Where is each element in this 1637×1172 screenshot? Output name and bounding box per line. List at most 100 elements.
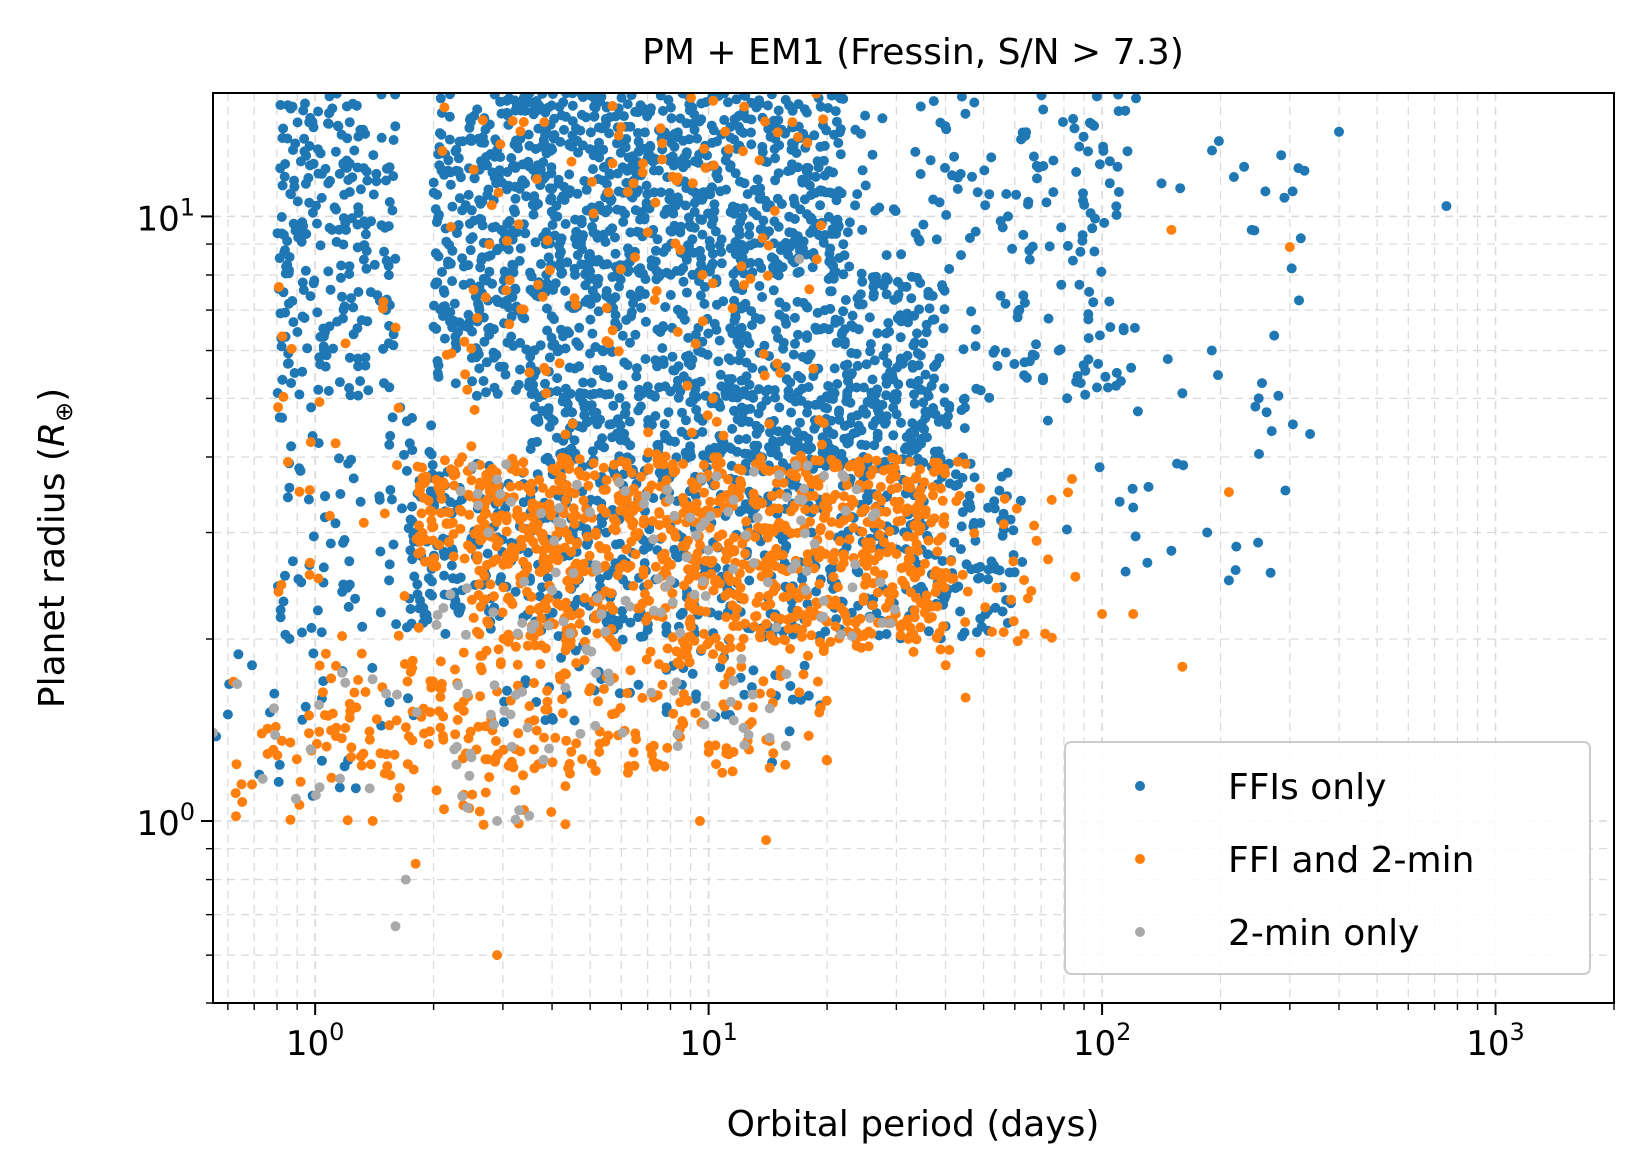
point-2-min-only (400, 874, 411, 885)
point-2-min-only (703, 545, 714, 556)
point-ffi-and-2-min (525, 486, 536, 497)
point-ffis-only (1295, 233, 1306, 244)
point-ffis-only (893, 379, 904, 390)
point-ffi-and-2-min (402, 759, 413, 770)
point-ffis-only (729, 208, 740, 219)
point-ffis-only (752, 174, 763, 185)
point-ffis-only (604, 128, 614, 139)
y-axis-label-subscript: ⊕ (50, 402, 78, 422)
point-ffi-and-2-min (812, 676, 823, 687)
point-ffis-only (770, 175, 781, 186)
point-ffis-only (915, 384, 926, 395)
point-ffis-only (323, 118, 334, 129)
point-ffis-only (754, 423, 765, 434)
point-ffi-and-2-min (407, 735, 418, 746)
point-ffis-only (604, 225, 615, 236)
point-ffi-and-2-min (560, 781, 571, 792)
point-ffis-only (1093, 358, 1104, 369)
point-ffi-and-2-min (612, 570, 623, 581)
point-ffi-and-2-min (317, 687, 328, 698)
point-ffi-and-2-min (560, 819, 571, 830)
point-ffis-only (729, 295, 740, 306)
point-ffis-only (1177, 388, 1188, 399)
point-ffis-only (964, 233, 975, 243)
point-ffis-only (898, 354, 909, 365)
point-ffi-and-2-min (946, 556, 956, 567)
point-ffi-and-2-min (692, 548, 703, 559)
point-ffis-only (316, 755, 327, 766)
point-ffi-and-2-min (468, 164, 479, 175)
point-ffis-only (464, 122, 475, 133)
point-2-min-only (781, 669, 792, 680)
point-2-min-only (592, 593, 603, 604)
point-ffis-only (276, 212, 287, 222)
point-ffis-only (300, 98, 310, 109)
point-ffis-only (620, 408, 631, 418)
point-ffi-and-2-min (561, 494, 572, 505)
point-ffi-and-2-min (872, 490, 883, 501)
point-ffi-and-2-min (524, 701, 535, 712)
point-ffis-only (839, 324, 850, 335)
point-ffis-only (969, 97, 980, 108)
point-ffi-and-2-min (631, 531, 642, 542)
point-ffis-only (585, 249, 595, 259)
point-ffi-and-2-min (528, 744, 539, 755)
point-ffi-and-2-min (814, 415, 825, 425)
point-2-min-only (653, 573, 664, 584)
point-ffis-only (857, 165, 868, 176)
point-ffis-only (765, 427, 775, 438)
x-tick-label-exponent: 2 (1116, 1018, 1131, 1046)
point-ffis-only (743, 416, 754, 427)
point-ffis-only (928, 194, 939, 205)
point-ffi-and-2-min (622, 688, 633, 699)
point-ffis-only (650, 411, 661, 421)
point-ffis-only (1115, 376, 1126, 387)
point-ffi-and-2-min (474, 806, 485, 817)
point-ffi-and-2-min (638, 569, 649, 580)
point-ffis-only (683, 350, 694, 361)
point-ffi-and-2-min (998, 627, 1009, 638)
point-2-min-only (818, 595, 829, 606)
point-ffis-only (733, 434, 744, 445)
point-ffi-and-2-min (914, 498, 925, 509)
point-ffi-and-2-min (834, 536, 845, 547)
point-ffi-and-2-min (828, 571, 839, 582)
point-ffis-only (915, 350, 926, 361)
point-ffis-only (1036, 93, 1047, 101)
point-ffis-only (360, 229, 371, 240)
point-ffi-and-2-min (414, 520, 424, 531)
point-ffi-and-2-min (487, 557, 498, 568)
point-2-min-only (549, 535, 560, 546)
point-2-min-only (492, 474, 503, 485)
point-ffis-only (587, 328, 598, 339)
point-ffis-only (569, 435, 580, 446)
point-ffi-and-2-min (542, 685, 553, 696)
point-ffis-only (481, 357, 492, 368)
point-ffi-and-2-min (588, 458, 599, 469)
point-ffis-only (683, 212, 694, 223)
point-ffi-and-2-min (601, 475, 612, 486)
point-ffis-only (664, 188, 675, 198)
point-ffis-only (909, 444, 920, 455)
point-ffis-only (288, 317, 299, 328)
point-2-min-only (466, 752, 477, 763)
point-ffi-and-2-min (489, 512, 500, 523)
point-ffi-and-2-min (933, 535, 944, 546)
point-ffi-and-2-min (378, 296, 389, 307)
point-ffis-only (925, 155, 936, 166)
point-ffis-only (949, 151, 960, 162)
point-ffis-only (603, 204, 613, 215)
point-ffi-and-2-min (579, 655, 590, 666)
point-ffis-only (300, 178, 311, 189)
point-ffi-and-2-min (392, 460, 402, 471)
point-ffis-only (576, 109, 587, 120)
point-ffis-only (1207, 145, 1217, 156)
point-ffis-only (1001, 189, 1012, 199)
point-ffi-and-2-min (915, 464, 925, 475)
point-ffis-only (592, 278, 603, 289)
point-ffis-only (1113, 187, 1124, 197)
point-ffis-only (278, 596, 289, 607)
point-ffis-only (449, 298, 460, 309)
point-ffis-only (374, 491, 385, 502)
point-ffis-only (384, 575, 395, 586)
